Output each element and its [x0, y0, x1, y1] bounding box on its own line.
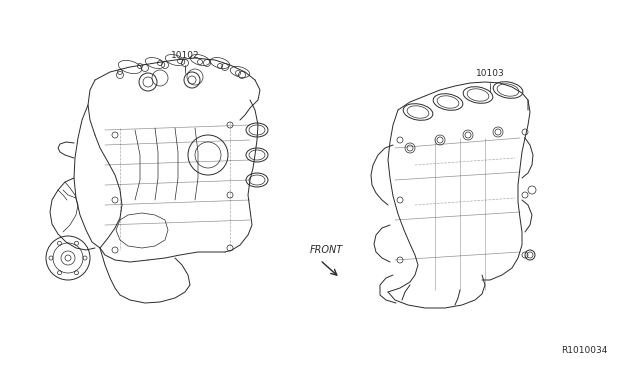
Text: 10103: 10103 — [476, 69, 504, 78]
Text: 10102: 10102 — [171, 51, 199, 60]
Text: R1010034: R1010034 — [562, 346, 608, 355]
Text: FRONT: FRONT — [310, 245, 343, 255]
